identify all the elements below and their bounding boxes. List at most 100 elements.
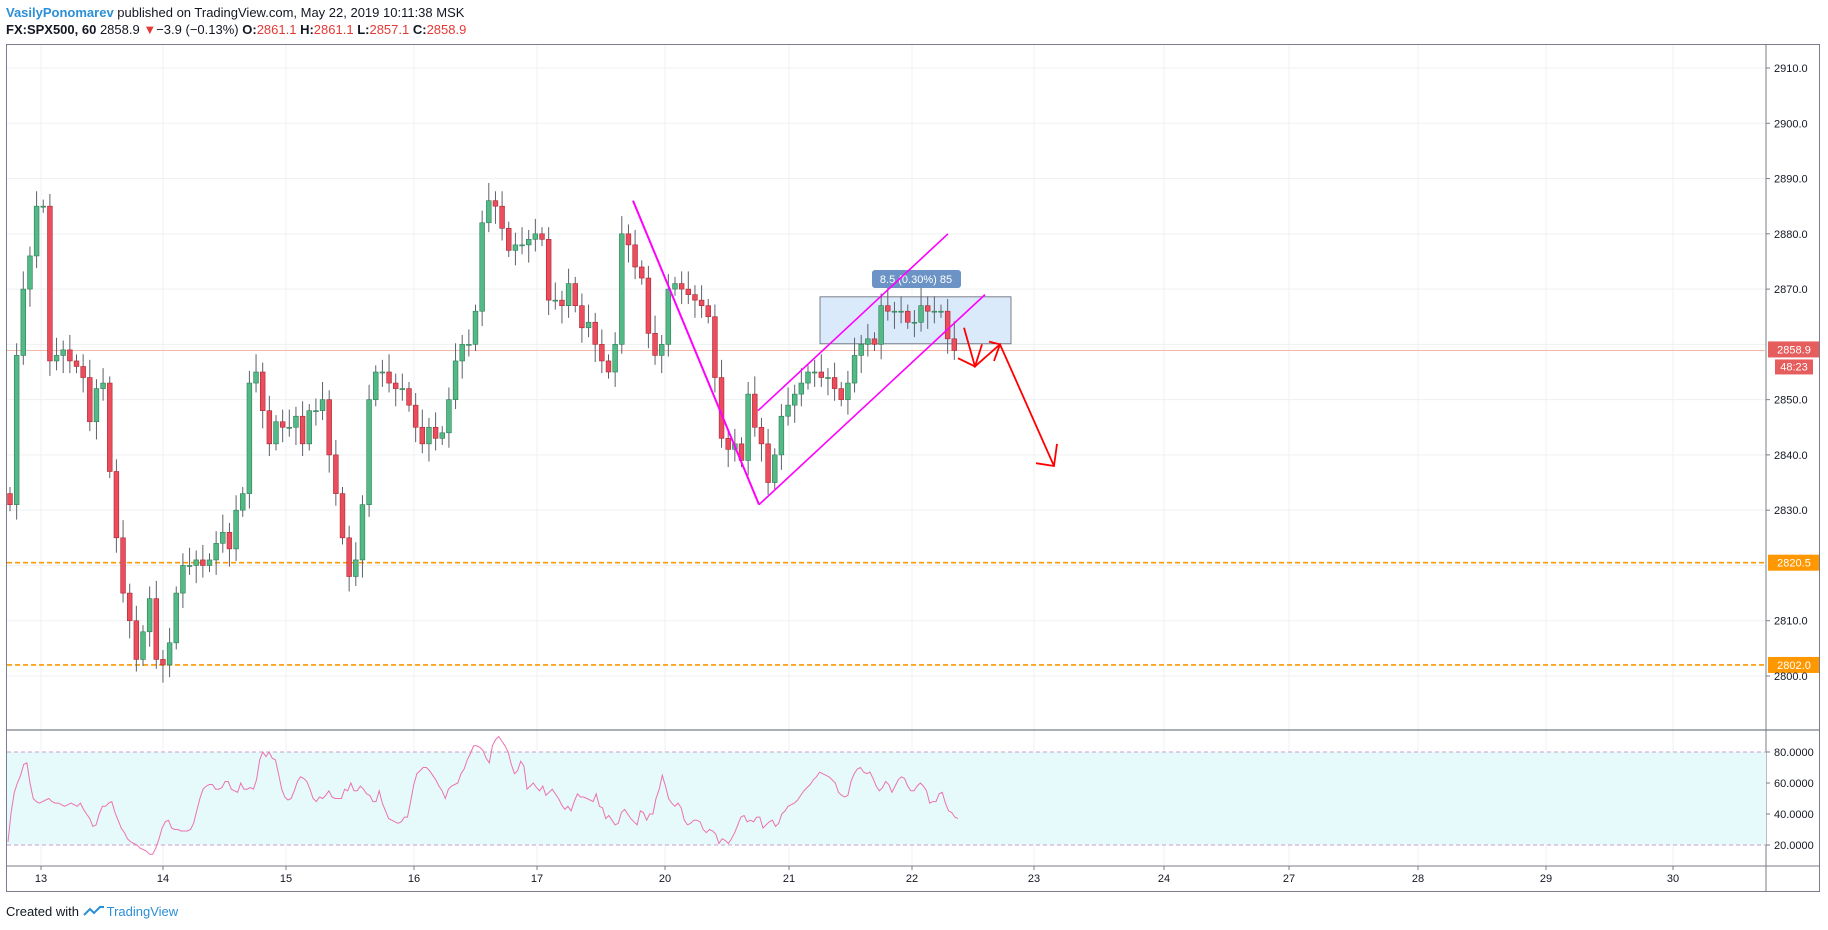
time-tick-label: 14 <box>157 873 169 885</box>
candle-down <box>885 305 891 312</box>
time-tick-label: 21 <box>783 873 795 885</box>
candle-up <box>53 355 60 362</box>
candle-down <box>579 305 585 329</box>
high-label: H: <box>300 22 314 37</box>
candle-down <box>871 338 878 345</box>
candle-up <box>206 559 213 566</box>
level-badge <box>1768 656 1820 673</box>
candle-up <box>525 239 532 246</box>
time-tick-label: 22 <box>906 873 918 885</box>
level-badge <box>1768 554 1820 571</box>
candle-down <box>924 305 931 312</box>
candle-up <box>931 310 938 313</box>
candle-up <box>313 410 319 412</box>
candle-down <box>133 620 140 660</box>
candle-down <box>326 399 332 456</box>
candle-down <box>73 360 80 367</box>
candle-down <box>80 366 86 378</box>
candle-up <box>479 222 485 312</box>
price-tick-label: 2870.0 <box>1774 284 1808 296</box>
candle-down <box>692 294 698 301</box>
candle-up <box>519 244 525 247</box>
time-tick-label: 27 <box>1283 873 1295 885</box>
candle-up <box>798 382 805 395</box>
candle-up <box>233 509 239 550</box>
close-label: C: <box>412 22 427 37</box>
candle-down <box>67 349 73 362</box>
candle-down <box>632 244 638 268</box>
candle-up <box>459 344 465 362</box>
price-chart[interactable]: 2820.5 2802.0 8.5 (0.30%) 85 2910.0 2900.0 28… <box>0 0 1828 900</box>
open-label: O: <box>242 22 257 37</box>
price-tick-label: 2880.0 <box>1774 229 1808 241</box>
time-tick-label: 24 <box>1158 873 1170 885</box>
change-down-icon: ▼ <box>143 22 157 37</box>
current-price-label: 2858.9 <box>1777 344 1811 356</box>
candle-down <box>120 537 126 594</box>
candle-up <box>20 288 26 356</box>
price-tick-label: 2840.0 <box>1774 450 1808 462</box>
candle-down <box>339 493 346 539</box>
candle-down <box>392 382 399 389</box>
candle-down <box>499 205 505 229</box>
candle-down <box>645 277 652 334</box>
candle-up <box>898 310 904 313</box>
candle-down <box>419 426 425 445</box>
candle-down <box>831 377 838 389</box>
candle-down <box>712 316 718 378</box>
candle-down <box>652 333 658 356</box>
candle-up <box>306 410 312 445</box>
candle-down <box>87 377 93 423</box>
candle-up <box>240 493 246 511</box>
candle-up <box>140 631 146 660</box>
open-value: 2861.1 <box>256 22 297 37</box>
price-tick-label: 2830.0 <box>1774 505 1808 517</box>
candle-up <box>911 321 918 324</box>
candle-up <box>778 415 785 456</box>
candle-down <box>200 559 206 566</box>
candle-up <box>858 344 864 356</box>
author-link[interactable]: VasilyPonomarev <box>6 5 114 20</box>
candle-up <box>439 432 445 439</box>
candle-up <box>466 344 472 346</box>
candle-up <box>286 426 292 429</box>
price-tick-label: 2900.0 <box>1774 118 1808 130</box>
candle-up <box>173 592 179 644</box>
price-tick-label: 2810.0 <box>1774 616 1808 628</box>
candle-down <box>266 410 273 445</box>
candle-down <box>905 310 911 323</box>
candle-up <box>805 371 811 384</box>
candle-up <box>13 355 20 505</box>
candle-up <box>246 382 253 494</box>
candle-down <box>758 426 765 445</box>
candle-up <box>446 399 452 434</box>
time-tick-label: 13 <box>35 873 47 885</box>
candle-down <box>599 344 605 362</box>
candle-down <box>259 371 266 411</box>
candle-up <box>60 349 66 356</box>
candle-up <box>745 393 751 461</box>
candle-up <box>33 205 40 257</box>
channel-upper-line <box>757 233 949 412</box>
candle-up <box>938 310 944 313</box>
time-tick-label: 23 <box>1028 873 1040 885</box>
candle-up <box>772 454 778 483</box>
candle-up <box>353 559 359 577</box>
candle-down <box>299 415 306 445</box>
projection-arrow-path <box>963 327 1055 467</box>
candle-up <box>512 244 519 251</box>
candle-down <box>818 371 825 378</box>
candle-up <box>565 283 572 306</box>
symbol-name[interactable]: FX:SPX500, 60 <box>6 22 97 37</box>
candle-down <box>685 288 692 295</box>
rsi-tick-label: 40.0000 <box>1774 809 1814 821</box>
tradingview-link[interactable]: TradingView <box>106 904 179 919</box>
candle-down <box>698 299 705 306</box>
candle-down <box>545 239 552 301</box>
candle-up <box>273 421 279 445</box>
candle-up <box>585 321 592 329</box>
candle-down <box>346 537 352 577</box>
publication-line: VasilyPonomarev published on TradingView… <box>6 5 464 20</box>
channel-lower-line <box>758 294 986 506</box>
candle-down <box>432 426 439 439</box>
